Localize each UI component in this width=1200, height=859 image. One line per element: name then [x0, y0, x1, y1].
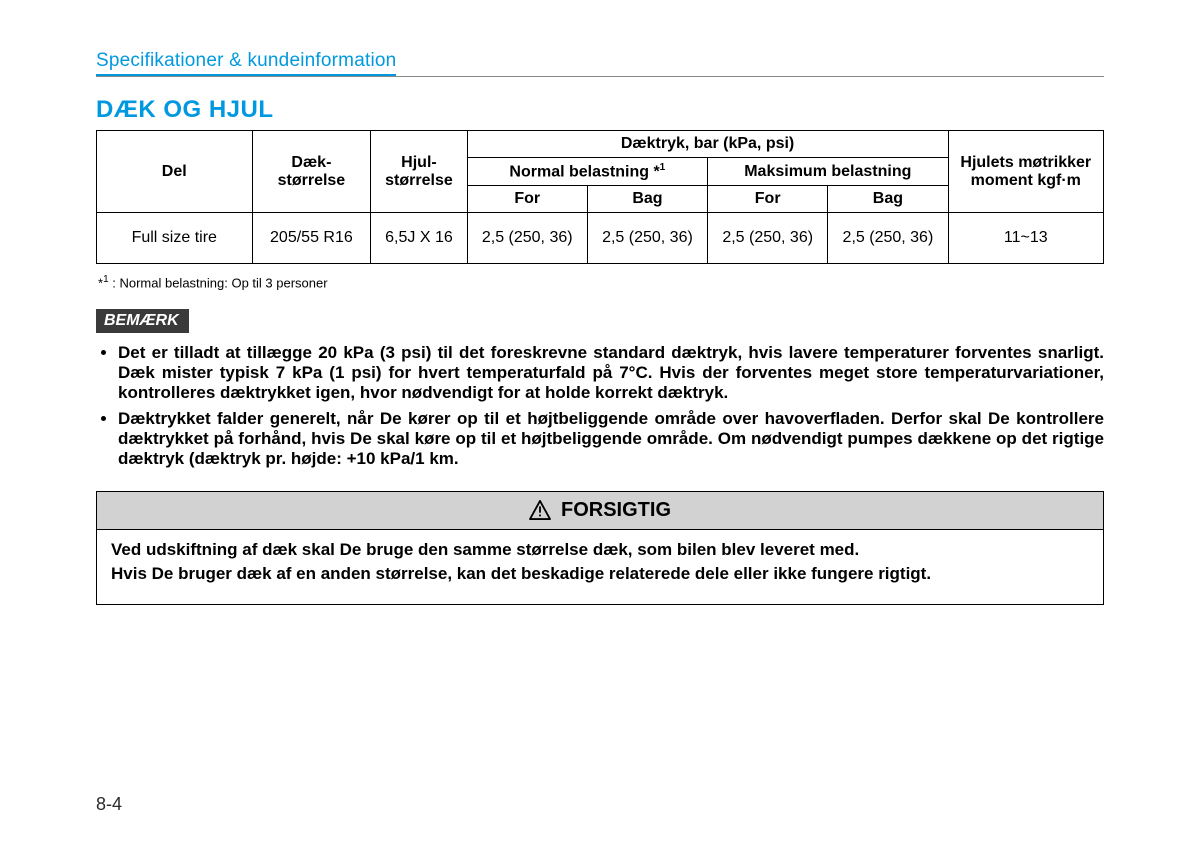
cell-del: Full size tire	[97, 213, 253, 264]
chapter-heading: Specifikationer & kundeinformation	[96, 50, 396, 77]
warning-icon	[529, 500, 551, 520]
th-pressure-group: Dæktryk, bar (kPa, psi)	[467, 131, 948, 158]
notes-list: Det er tilladt at tillægge 20 kPa (3 psi…	[96, 343, 1104, 469]
cell-wheel-size: 6,5J X 16	[371, 213, 467, 264]
th-max-load: Maksimum belastning	[708, 158, 948, 186]
th-normal-front: For	[467, 186, 587, 213]
caution-body: Ved udskiftning af dæk skal De bruge den…	[97, 530, 1103, 604]
caution-title: FORSIGTIG	[561, 499, 671, 522]
th-normal-load: Normal belastning *1	[467, 158, 707, 186]
table-footnote: *1 : Normal belastning: Op til 3 persone…	[98, 274, 1104, 290]
note-label: BEMÆRK	[96, 309, 189, 333]
chapter-rule	[96, 76, 1104, 77]
th-torque: Hjulets møtrikker moment kgf·m	[948, 131, 1103, 213]
th-del: Del	[97, 131, 253, 213]
table-row: Full size tire 205/55 R16 6,5J X 16 2,5 …	[97, 213, 1104, 264]
tire-spec-table: Del Dæk-størrelse Hjul-størrelse Dæktryk…	[96, 130, 1104, 264]
th-normal-rear: Bag	[587, 186, 707, 213]
cell-torque: 11~13	[948, 213, 1103, 264]
cell-nr: 2,5 (250, 36)	[587, 213, 707, 264]
caution-header: FORSIGTIG	[97, 492, 1103, 530]
footnote-text: : Normal belastning: Op til 3 personer	[109, 276, 328, 291]
note-item: Det er tilladt at tillægge 20 kPa (3 psi…	[118, 343, 1104, 403]
th-max-front: For	[708, 186, 828, 213]
th-max-rear: Bag	[828, 186, 948, 213]
caution-line: Hvis De bruger dæk af en anden størrelse…	[111, 564, 1089, 584]
page-number: 8-4	[96, 794, 122, 815]
th-normal-load-text: Normal belastning *	[509, 163, 659, 180]
cell-tire-size: 205/55 R16	[252, 213, 371, 264]
th-tire-size: Dæk-størrelse	[252, 131, 371, 213]
cell-mf: 2,5 (250, 36)	[708, 213, 828, 264]
th-wheel-size: Hjul-størrelse	[371, 131, 467, 213]
caution-line: Ved udskiftning af dæk skal De bruge den…	[111, 540, 1089, 560]
note-item: Dæktrykket falder generelt, når De kører…	[118, 409, 1104, 469]
th-normal-load-sup: 1	[660, 162, 666, 173]
cell-nf: 2,5 (250, 36)	[467, 213, 587, 264]
cell-mr: 2,5 (250, 36)	[828, 213, 948, 264]
caution-box: FORSIGTIG Ved udskiftning af dæk skal De…	[96, 491, 1104, 605]
section-title: DÆK OG HJUL	[96, 96, 1104, 124]
